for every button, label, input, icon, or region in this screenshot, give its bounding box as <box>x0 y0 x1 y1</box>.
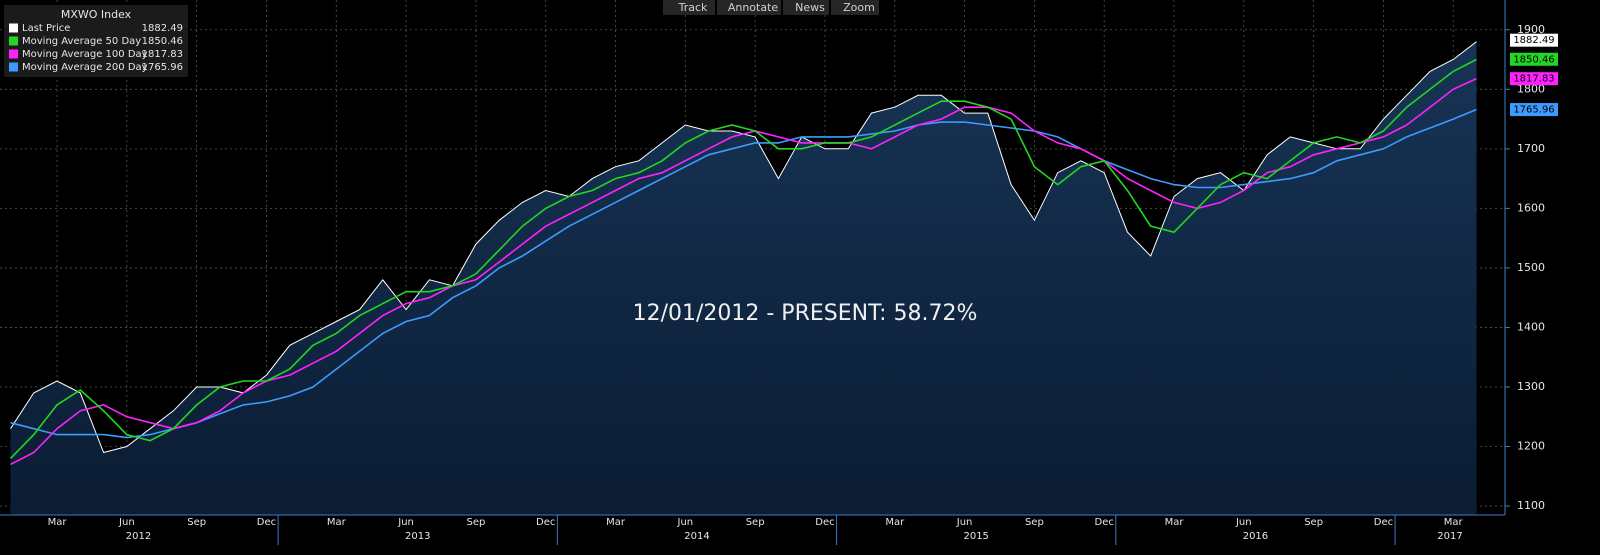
price-badge-label: 1850.46 <box>1513 54 1554 65</box>
x-tick-label: Dec <box>1095 517 1114 528</box>
x-tick-label: Sep <box>1304 517 1323 528</box>
year-label: 2015 <box>963 531 988 542</box>
x-tick-label: Jun <box>677 517 694 528</box>
x-tick-label: Mar <box>1444 517 1464 528</box>
x-tick-label: Sep <box>466 517 485 528</box>
y-tick-label: 1300 <box>1517 380 1545 393</box>
price-badge <box>1510 72 1558 86</box>
legend-swatch <box>9 23 18 33</box>
legend-label: Moving Average 100 Day <box>22 49 148 60</box>
toolbar-label[interactable]: Track <box>678 1 708 14</box>
series-line <box>10 77 1477 466</box>
price-badge-label: 1882.49 <box>1513 35 1554 46</box>
x-tick-label: Dec <box>1374 517 1393 528</box>
year-label: 2016 <box>1243 531 1268 542</box>
legend-box <box>4 5 188 77</box>
y-tick-label: 1900 <box>1517 23 1545 36</box>
price-badge-label: 1765.96 <box>1513 105 1554 116</box>
y-tick-label: 1400 <box>1517 320 1545 333</box>
x-tick-label: Mar <box>327 517 347 528</box>
x-tick-label: Dec <box>536 517 555 528</box>
legend-value: 1850.46 <box>142 36 183 47</box>
x-tick-label: Jun <box>397 517 414 528</box>
x-tick-label: Jun <box>1235 517 1252 528</box>
x-tick-label: Mar <box>606 517 626 528</box>
y-tick-label: 1100 <box>1517 499 1545 512</box>
x-tick-label: Sep <box>746 517 765 528</box>
price-badge-label: 1817.83 <box>1513 74 1554 85</box>
y-tick-label: 1700 <box>1517 142 1545 155</box>
series-line <box>9 58 1477 459</box>
x-tick-label: Sep <box>1025 517 1044 528</box>
annotation: 12/01/2012 - PRESENT: 58.72% <box>633 301 978 326</box>
toolbar: Track Annotate News Zoom <box>663 0 879 15</box>
x-tick-label: Mar <box>885 517 905 528</box>
plot-area <box>9 41 1477 515</box>
legend-swatch <box>9 36 18 46</box>
x-tick-label: Jun <box>956 517 973 528</box>
legend-label: Moving Average 200 Day <box>22 62 148 73</box>
x-tick-label: Dec <box>815 517 834 528</box>
legend-value: 1765.96 <box>142 62 183 73</box>
y-tick-label: 1800 <box>1517 82 1545 95</box>
toolbar-button[interactable] <box>783 0 829 15</box>
year-label: 2013 <box>405 531 430 542</box>
series-line <box>10 108 1477 439</box>
year-label: 2012 <box>126 531 151 542</box>
toolbar-label[interactable]: News <box>795 1 825 14</box>
toolbar-button[interactable] <box>831 0 879 15</box>
legend-swatch <box>9 62 18 72</box>
y-tick-label: 1200 <box>1517 440 1545 453</box>
x-tick-label: Mar <box>48 517 68 528</box>
axes: 1100 1200 1300 1400 1500 1600 1700 1800 1900 Mar J… <box>48 23 1558 545</box>
x-tick-label: Sep <box>187 517 206 528</box>
toolbar-button[interactable] <box>663 0 715 15</box>
year-label: 2017 <box>1437 531 1462 542</box>
price-badge <box>1510 103 1558 117</box>
toolbar-label[interactable]: Zoom <box>843 1 875 14</box>
price-badge <box>1510 33 1558 47</box>
legend-label: Last Price <box>22 23 70 34</box>
x-tick-label: Dec <box>257 517 276 528</box>
y-tick-label: 1500 <box>1517 261 1545 274</box>
toolbar-label[interactable]: Annotate <box>728 1 779 14</box>
legend-value: 1882.49 <box>142 23 183 34</box>
legend-value: 1817.83 <box>142 49 183 60</box>
toolbar-button[interactable] <box>717 0 781 15</box>
price-area <box>10 41 1477 515</box>
year-label: 2014 <box>684 531 709 542</box>
legend-title: MXWO Index <box>61 8 132 21</box>
y-tick-label: 1600 <box>1517 201 1545 214</box>
legend-swatch <box>9 49 18 59</box>
x-tick-label: Mar <box>1165 517 1185 528</box>
legend-label: Moving Average 50 Day <box>22 36 141 47</box>
price-badge <box>1510 52 1558 66</box>
x-tick-label: Jun <box>118 517 135 528</box>
